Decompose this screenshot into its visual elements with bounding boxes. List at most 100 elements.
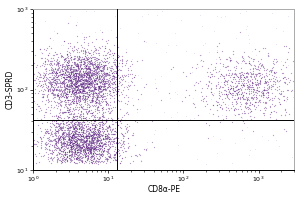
Point xyxy=(59,85,64,88)
Point xyxy=(67,110,71,113)
Point xyxy=(138,159,143,162)
Point xyxy=(104,101,109,104)
Point xyxy=(85,103,90,106)
Point xyxy=(97,84,102,87)
Point xyxy=(97,75,102,78)
Point xyxy=(244,106,249,109)
Point xyxy=(91,160,96,163)
Point xyxy=(52,71,57,74)
Point xyxy=(96,133,100,136)
Point xyxy=(75,72,80,75)
Point xyxy=(102,128,107,131)
Point xyxy=(119,54,124,57)
Point xyxy=(72,125,77,128)
Point xyxy=(61,158,66,162)
Point xyxy=(77,96,82,100)
Point xyxy=(57,61,62,64)
Point xyxy=(175,93,180,96)
Point xyxy=(41,115,46,118)
Point xyxy=(74,63,78,66)
Point xyxy=(83,148,88,151)
Point xyxy=(97,136,102,139)
Point xyxy=(78,83,83,86)
Point xyxy=(74,157,78,160)
Point xyxy=(89,57,94,60)
Point xyxy=(232,71,237,74)
Point xyxy=(229,91,234,94)
Point xyxy=(101,88,106,91)
Point xyxy=(63,57,68,61)
Point xyxy=(58,137,63,141)
Point xyxy=(90,146,94,150)
Point xyxy=(93,77,98,80)
Point xyxy=(236,88,240,91)
Point xyxy=(71,65,76,68)
Point xyxy=(33,142,38,145)
Point xyxy=(98,116,103,119)
Point xyxy=(97,98,102,102)
Point xyxy=(91,144,95,147)
Point xyxy=(90,86,95,89)
Point xyxy=(76,98,81,101)
Point xyxy=(233,103,238,106)
Point xyxy=(60,132,65,135)
Point xyxy=(64,66,69,69)
Point xyxy=(81,94,85,97)
Point xyxy=(235,102,240,105)
Point xyxy=(81,86,85,89)
Point xyxy=(114,64,118,67)
Point xyxy=(94,100,99,104)
Point xyxy=(92,136,97,139)
Point xyxy=(230,104,235,108)
Point xyxy=(101,121,106,125)
Point xyxy=(87,93,92,96)
Point xyxy=(225,104,230,107)
Point xyxy=(97,64,102,67)
Point xyxy=(68,143,72,146)
Point xyxy=(83,72,88,75)
Point xyxy=(277,80,282,83)
Point xyxy=(44,120,49,123)
Point xyxy=(79,154,83,157)
Point xyxy=(54,135,58,138)
Point xyxy=(257,74,262,77)
Point xyxy=(56,70,61,74)
Point xyxy=(69,156,74,159)
Point xyxy=(67,131,72,134)
Point xyxy=(73,127,77,130)
Point xyxy=(95,105,100,108)
Point xyxy=(75,150,80,153)
Point xyxy=(69,65,74,69)
Point xyxy=(54,139,58,143)
Point xyxy=(81,76,86,79)
Point xyxy=(86,157,91,160)
Point xyxy=(97,45,101,48)
Point xyxy=(99,63,103,66)
Point xyxy=(67,142,72,145)
Point xyxy=(72,136,76,139)
Point xyxy=(183,49,188,53)
Point xyxy=(245,96,250,99)
Point xyxy=(66,130,70,133)
Point xyxy=(250,58,255,61)
Point xyxy=(71,130,76,133)
Point xyxy=(49,152,54,155)
Point xyxy=(103,74,108,78)
Point xyxy=(74,122,78,125)
Point xyxy=(86,59,91,62)
Point xyxy=(242,104,247,108)
Point xyxy=(75,127,80,130)
Point xyxy=(93,152,98,155)
Point xyxy=(235,92,239,96)
Point xyxy=(82,144,86,148)
Point xyxy=(68,85,72,88)
Point xyxy=(55,128,60,131)
Point xyxy=(74,78,79,81)
Point xyxy=(101,67,106,70)
Point xyxy=(256,85,261,88)
Point xyxy=(101,95,106,98)
Point xyxy=(236,112,241,116)
Point xyxy=(91,96,96,99)
Point xyxy=(66,82,71,85)
Point xyxy=(246,87,251,91)
